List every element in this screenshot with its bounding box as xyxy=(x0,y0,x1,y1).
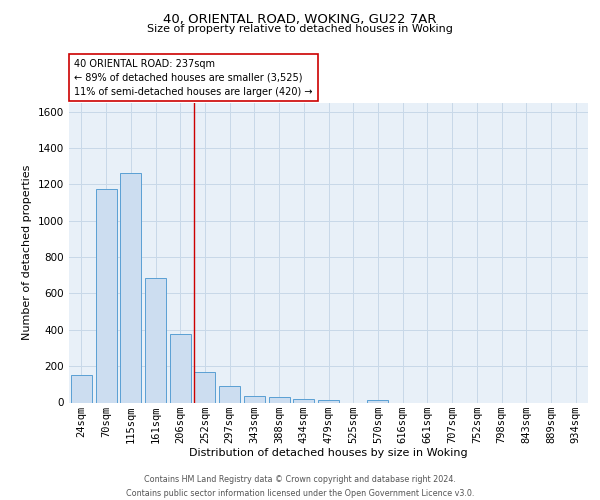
Text: 40, ORIENTAL ROAD, WOKING, GU22 7AR: 40, ORIENTAL ROAD, WOKING, GU22 7AR xyxy=(163,12,437,26)
Text: Contains HM Land Registry data © Crown copyright and database right 2024.
Contai: Contains HM Land Registry data © Crown c… xyxy=(126,476,474,498)
Bar xyxy=(120,174,141,402)
Text: 40 ORIENTAL ROAD: 237sqm
← 89% of detached houses are smaller (3,525)
11% of sem: 40 ORIENTAL ROAD: 237sqm ← 89% of detach… xyxy=(74,58,313,96)
Bar xyxy=(367,400,388,402)
Bar xyxy=(244,396,265,402)
Bar xyxy=(145,278,166,402)
Bar xyxy=(269,398,290,402)
Bar xyxy=(219,386,240,402)
X-axis label: Distribution of detached houses by size in Woking: Distribution of detached houses by size … xyxy=(189,448,468,458)
Bar xyxy=(170,334,191,402)
Bar xyxy=(293,399,314,402)
Y-axis label: Number of detached properties: Number of detached properties xyxy=(22,165,32,340)
Text: Size of property relative to detached houses in Woking: Size of property relative to detached ho… xyxy=(147,24,453,34)
Bar xyxy=(194,372,215,402)
Bar xyxy=(318,400,339,402)
Bar xyxy=(95,189,116,402)
Bar xyxy=(71,375,92,402)
